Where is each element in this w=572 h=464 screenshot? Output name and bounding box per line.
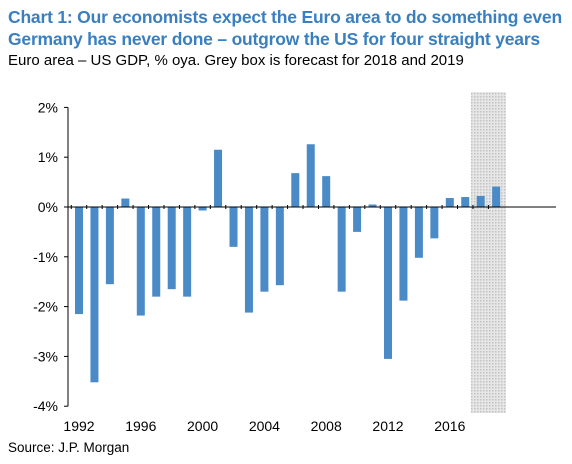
bar-1995 [121, 198, 130, 207]
y-tick-label: -1% [33, 249, 58, 265]
bar-2003 [244, 207, 253, 313]
y-tick-label: 2% [38, 99, 58, 115]
bar-2005 [275, 207, 284, 286]
bar-2015 [430, 207, 439, 239]
y-tick-label: -4% [33, 398, 58, 414]
bar-1996 [136, 207, 145, 316]
forecast-box [470, 92, 506, 413]
x-tick-label: 2008 [311, 418, 342, 434]
source-note: Source: J.P. Morgan [8, 440, 130, 455]
chart-title-line-1: Chart 1: Our economists expect the Euro … [8, 7, 562, 27]
y-tick-label: -2% [33, 299, 58, 315]
bar-1999 [183, 207, 192, 297]
x-tick-label: 2000 [187, 418, 218, 434]
bar-2010 [353, 207, 362, 232]
chart-title-line-2: Germany has never done – outgrow the US … [8, 29, 540, 49]
y-tick-label: 0% [38, 199, 58, 215]
bar-2002 [229, 207, 238, 247]
bar-2007 [306, 144, 315, 207]
x-tick-label: 2012 [372, 418, 403, 434]
bar-1994 [105, 207, 114, 285]
bar-2006 [291, 173, 300, 207]
bar-2004 [260, 207, 269, 292]
bar-1993 [90, 207, 99, 383]
bar-2011 [368, 204, 377, 207]
x-tick-label: 1996 [125, 418, 156, 434]
bar-2014 [414, 207, 423, 258]
bar-2019 [492, 186, 501, 207]
x-tick-label: 2004 [249, 418, 280, 434]
bar-2017 [461, 197, 470, 207]
bar-2016 [445, 198, 454, 207]
y-tick-label: -3% [33, 348, 58, 364]
y-tick-label: 1% [38, 149, 58, 165]
x-tick-label: 2016 [434, 418, 465, 434]
chart-subtitle: Euro area – US GDP, % oya. Grey box is f… [8, 52, 464, 69]
bar-2008 [322, 176, 331, 207]
bar-2013 [399, 207, 408, 301]
bar-2012 [384, 207, 392, 359]
bar-2000 [198, 207, 207, 211]
bar-2018 [476, 196, 485, 207]
bar-1997 [152, 207, 161, 297]
bar-2009 [337, 207, 346, 292]
bar-1998 [167, 207, 176, 290]
chart-title: Chart 1: Our economists expect the Euro … [8, 6, 568, 50]
x-tick-label: 1992 [63, 418, 94, 434]
bar-2001 [214, 149, 223, 207]
bar-1992 [75, 207, 83, 315]
